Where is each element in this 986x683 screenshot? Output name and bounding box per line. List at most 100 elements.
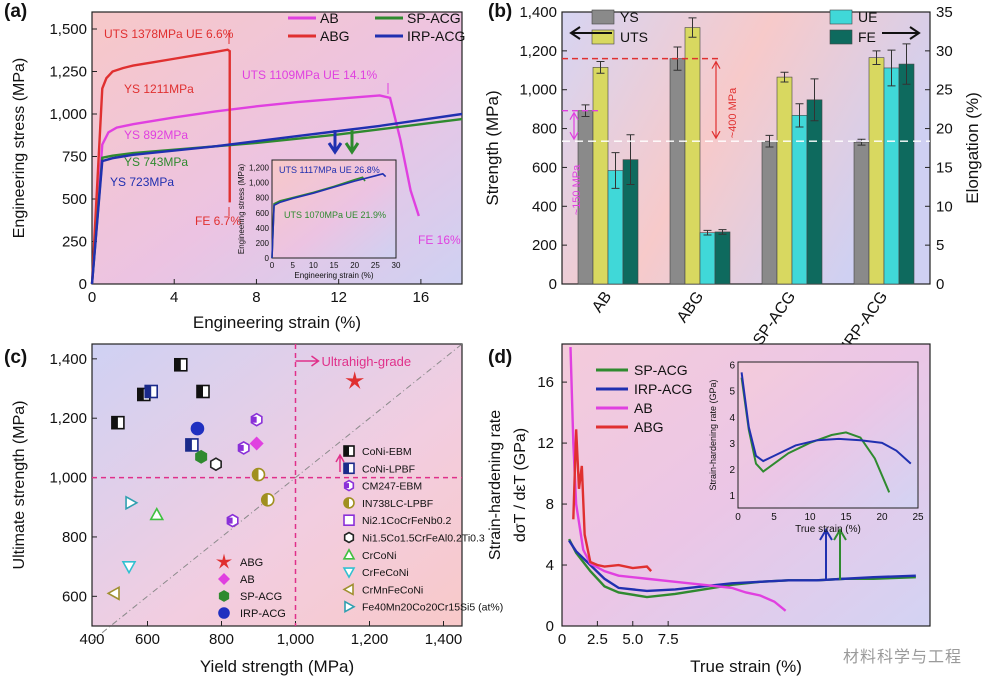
marker-square-fill <box>137 388 144 401</box>
bar-YS-SP-ACG <box>761 140 778 285</box>
x-tick-label: 2.5 <box>587 631 608 648</box>
legend-label-Fe40Mn20Co20Cr15Si5-at-: Fe40Mn20Co20Cr15Si5 (at%) <box>362 602 503 614</box>
x-axis-label: Engineering strain (%) <box>193 313 361 332</box>
data-point-CM247-EBM <box>237 440 250 455</box>
arrow-up-blue <box>819 528 833 580</box>
x-tick-label: 800 <box>209 631 234 648</box>
y-tick-label: 0 <box>79 276 87 293</box>
error-bar <box>718 229 727 235</box>
inset-x-axis-label: Engineering strain (%) <box>294 271 373 280</box>
x-tick-label: 0 <box>558 631 566 648</box>
annotation-150: ~150 MPa <box>571 164 583 215</box>
marker-triangle <box>342 548 356 560</box>
y2-tick-label: 20 <box>936 121 953 138</box>
legend-label-CM247-EBM: CM247-EBM <box>362 481 422 493</box>
y-axis-label: Strain-hardening rate <box>487 410 504 560</box>
annotation-ys-spacg: YS 743MPa <box>124 155 188 169</box>
data-point-ABG <box>345 371 365 390</box>
marker-square <box>343 514 355 527</box>
annotation-ys-ab: YS 892MPa <box>124 128 188 142</box>
inset-y-tick-label: 1,000 <box>249 179 270 188</box>
marker-circle <box>190 421 205 436</box>
bar-UE-ABG <box>699 232 716 285</box>
y2-axis-label: Elongation (%) <box>963 92 982 204</box>
marker-hexagon-fill <box>238 444 244 451</box>
y-tick-label: 800 <box>62 529 87 546</box>
y-tick-label: 8 <box>546 496 554 513</box>
legend-label-AB: AB <box>320 10 339 26</box>
data-point-CrFeCoNi <box>121 561 137 575</box>
inset-series-line-IRP-ACG <box>271 172 387 259</box>
error-bar <box>810 78 819 122</box>
marker-hexagon-fill <box>227 517 233 524</box>
marker-triangle <box>342 567 356 579</box>
marker-square-fill <box>185 438 192 451</box>
inset-x-tick-label: 15 <box>330 261 339 270</box>
error-bar <box>872 50 881 65</box>
annotation-fe-abg: FE 6.7% <box>195 214 241 228</box>
y-tick-label: 4 <box>546 557 554 574</box>
panel-label: (b) <box>488 1 512 22</box>
legend-label-SP-ACG: SP-ACG <box>407 10 461 26</box>
inset-y-tick-label: 400 <box>256 224 270 233</box>
x-tick-label: 12 <box>330 289 347 306</box>
y-tick-label: 800 <box>532 121 557 138</box>
annotation-ultrahigh: Ultrahigh-grade <box>322 354 412 369</box>
y2-tick-label: 5 <box>936 237 944 254</box>
arrow-up-icon <box>335 453 345 472</box>
bar-UTS-AB <box>592 67 609 285</box>
y-tick-label: 1,200 <box>49 410 87 427</box>
y2-tick-label: 15 <box>936 159 953 176</box>
marker-triangle <box>342 583 354 596</box>
y2-tick-label: 25 <box>936 82 953 99</box>
y-tick-label: 1,500 <box>49 21 87 38</box>
inset-x-tick-label: 10 <box>804 512 816 523</box>
inset-x-tick-label: 25 <box>371 261 380 270</box>
inset-x-tick-label: 0 <box>270 261 275 270</box>
y-tick-label: 600 <box>532 159 557 176</box>
inset-x-axis-label: True strain (%) <box>795 524 861 535</box>
inset-x-tick-label: 5 <box>771 512 777 523</box>
data-point-SP-ACG <box>195 449 208 464</box>
error-bar <box>688 17 697 38</box>
marker-hexagon <box>343 531 355 544</box>
x-tick-label: 1,200 <box>351 631 389 648</box>
marker-square-fill <box>197 385 203 398</box>
marker-hexagon-fill <box>344 483 349 489</box>
legend-label-UTS: UTS <box>620 29 648 45</box>
series-line-IRP-ACG <box>568 539 916 593</box>
data-point-CrMnFeCoNi <box>106 585 120 601</box>
legend-label-ABG: ABG <box>240 557 263 569</box>
legend-label-CrCoNi: CrCoNi <box>362 550 396 562</box>
series-line-AB <box>90 94 420 285</box>
panel-label: (a) <box>4 1 27 22</box>
data-point-IRP-ACG <box>190 421 205 436</box>
legend-label-FE: FE <box>858 29 876 45</box>
legend-swatch-FE <box>829 29 853 45</box>
inset-y-tick-label: 200 <box>256 239 270 248</box>
inset-x-tick-label: 0 <box>735 512 741 523</box>
x-tick-label: 8 <box>252 289 260 306</box>
bar-UTS-IRP-ACG <box>868 57 885 285</box>
error-bar <box>765 134 774 148</box>
arrow-down-blue <box>327 130 343 155</box>
marker-circle-fill <box>252 468 259 481</box>
y-tick-label: 1,250 <box>49 64 87 81</box>
error-bar <box>626 134 635 186</box>
marker-square-fill <box>145 385 152 398</box>
data-point-CM247-EBM <box>226 513 239 528</box>
x-tick-label: AB <box>589 289 615 316</box>
legend-label-AB: AB <box>634 400 653 416</box>
watermark: 材料科学与工程 <box>842 649 962 666</box>
y2-tick-label: 10 <box>936 198 953 215</box>
y-tick-label: 500 <box>62 191 87 208</box>
legend-label-IRP-ACG: IRP-ACG <box>240 608 286 620</box>
inset-x-tick-label: 15 <box>840 512 852 523</box>
error-bar <box>795 103 804 128</box>
inset-plot-area <box>737 361 919 509</box>
y-tick-label: 1,000 <box>519 82 557 99</box>
annotation-arrow-400 <box>711 60 721 140</box>
inset-x-tick-label: 5 <box>290 261 295 270</box>
